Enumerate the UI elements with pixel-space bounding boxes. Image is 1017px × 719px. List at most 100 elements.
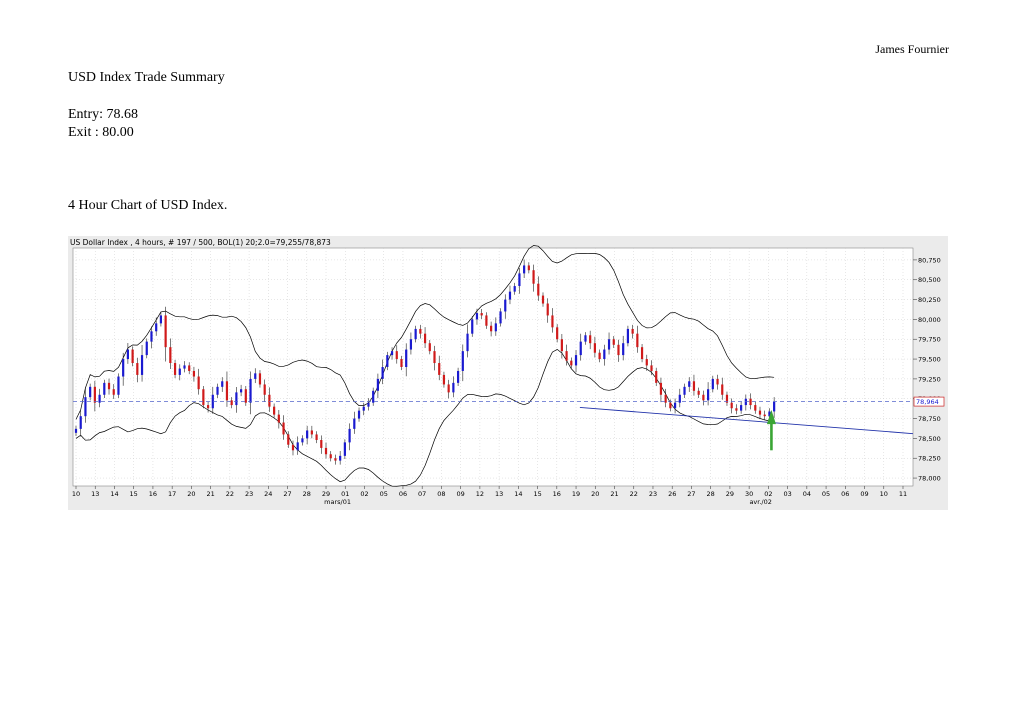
y-tick-label: 80,500 [918,276,941,284]
chart-svg: US Dollar Index , 4 hours, # 197 / 500, … [68,236,948,510]
candle-down [291,444,295,451]
candle-down [669,402,672,409]
candle-down [589,335,592,344]
candle-down [164,315,167,348]
x-tick-label: 06 [399,490,407,498]
candle-up [89,386,92,398]
candle-down [640,347,644,360]
candle-down [527,265,530,271]
x-tick-label: 15 [533,490,541,498]
candle-down [395,351,398,360]
x-tick-label: 24 [264,490,272,498]
candle-up [607,339,611,350]
candle-up [579,341,582,356]
exit-price: Exit : 80.00 [68,125,134,140]
candle-down [570,360,573,366]
x-tick-label: 03 [783,490,791,498]
candle-down [541,295,545,304]
candle-up [301,438,304,443]
candle-down [593,343,596,353]
candle-down [758,410,762,415]
x-tick-label: 29 [726,490,734,498]
candle-up [707,389,710,401]
candle-down [725,394,729,403]
x-tick-label: 09 [860,490,868,498]
candle-down [438,363,441,375]
candle-up [122,359,125,377]
band-lower [75,348,775,487]
candle-up [150,331,153,342]
candle-up [372,390,375,403]
candle-up [513,286,516,292]
candle-down [225,381,229,401]
candle-down [433,351,436,364]
candle-up [216,386,219,395]
month-label: mars/01 [324,498,351,506]
candle-down [173,363,177,375]
candle-up [178,368,181,375]
x-tick-label: 07 [418,490,426,498]
candle-down [692,381,696,391]
x-tick-label: 10 [880,490,888,498]
candle-up [461,351,464,371]
candle-up [688,381,691,387]
y-tick-label: 79,500 [918,356,941,364]
x-tick-label: 02 [764,490,772,498]
candle-up [240,389,243,393]
y-tick-label: 78,000 [918,475,941,483]
candle-down [112,389,115,395]
candle-down [551,315,554,328]
candle-down [763,414,766,417]
x-tick-label: 21 [610,490,618,498]
x-tick-label: 14 [110,490,118,498]
candle-down [546,303,549,316]
candle-up [475,313,479,320]
candle-down [287,434,290,445]
candle-up [353,418,356,429]
candle-down [697,390,700,395]
x-tick-label: 22 [630,490,638,498]
y-tick-label: 79,250 [918,375,941,383]
candle-down [556,327,559,340]
candle-down [310,430,313,435]
candle-down [560,339,563,352]
candle-down [197,376,200,390]
candle-down [659,382,663,395]
x-tick-label: 16 [149,490,157,498]
x-tick-label: 21 [206,490,214,498]
candle-up [155,323,158,332]
candle-down [735,408,738,411]
candle-down [334,458,337,461]
usd-index-chart: US Dollar Index , 4 hours, # 197 / 500, … [68,236,948,510]
x-tick-label: 10 [72,490,80,498]
candle-up [523,265,526,274]
x-tick-label: 20 [591,490,599,498]
band-upper [75,245,775,420]
candle-down [490,325,493,332]
candle-down [650,365,653,371]
x-tick-label: 08 [437,490,445,498]
chart-title: US Dollar Index , 4 hours, # 197 / 500, … [70,238,331,247]
plot-area [72,247,914,487]
candle-down [258,373,262,385]
x-tick-label: 05 [380,490,388,498]
candle-up [471,319,474,334]
candle-up [145,341,148,356]
candle-down [244,389,247,403]
candle-up [84,397,87,417]
candle-up [211,394,214,409]
x-tick-label: 30 [745,490,753,498]
x-tick-label: 13 [495,490,503,498]
candle-up [504,299,507,312]
candle-up [678,394,681,403]
candle-up [103,382,106,395]
y-tick-label: 80,750 [918,256,941,264]
candle-down [329,454,332,459]
candle-up [494,323,497,332]
candle-down [419,328,422,334]
candle-up [367,402,370,407]
entry-arrow-head [766,409,776,425]
current-price-label: 78,964 [916,398,939,406]
candle-down [263,384,266,395]
candle-down [277,414,280,423]
